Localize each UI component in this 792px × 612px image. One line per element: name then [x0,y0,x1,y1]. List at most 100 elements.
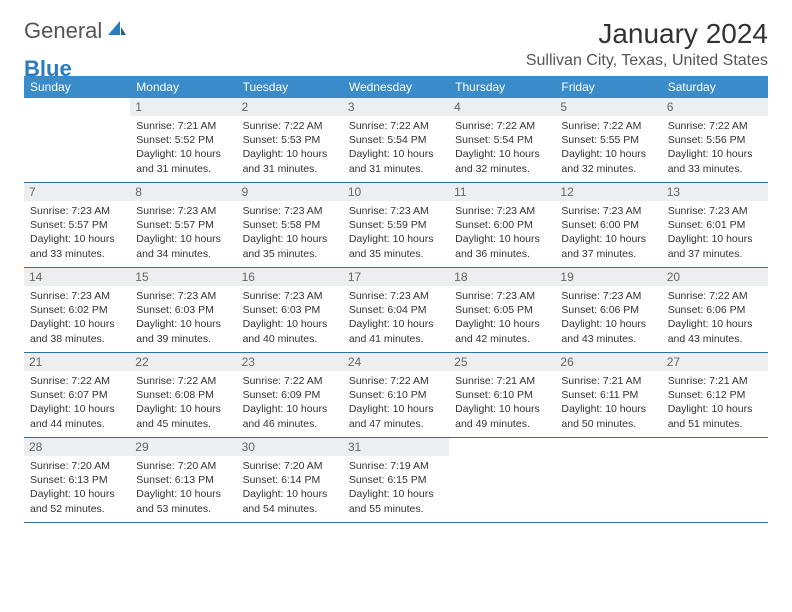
day-details: Sunrise: 7:23 AMSunset: 6:00 PMDaylight:… [455,204,549,261]
sunrise-text: Sunrise: 7:20 AM [243,459,337,473]
daylight-text: Daylight: 10 hours and 40 minutes. [243,317,337,345]
day-cell: 29 Sunrise: 7:20 AMSunset: 6:13 PMDayligh… [130,438,236,522]
daylight-text: Daylight: 10 hours and 39 minutes. [136,317,230,345]
day-details: Sunrise: 7:23 AMSunset: 6:01 PMDaylight:… [668,204,762,261]
day-details: Sunrise: 7:20 AMSunset: 6:13 PMDaylight:… [136,459,230,516]
sunrise-text: Sunrise: 7:20 AM [136,459,230,473]
day-details: Sunrise: 7:23 AMSunset: 6:05 PMDaylight:… [455,289,549,346]
sunset-text: Sunset: 6:04 PM [349,303,443,317]
day-number: 4 [449,98,555,116]
day-cell: 21 Sunrise: 7:22 AMSunset: 6:07 PMDayligh… [24,353,130,437]
daylight-text: Daylight: 10 hours and 35 minutes. [349,232,443,260]
day-cell [449,438,555,522]
sunrise-text: Sunrise: 7:23 AM [349,289,443,303]
week-row: 14Sunrise: 7:23 AMSunset: 6:02 PMDayligh… [24,268,768,353]
sunset-text: Sunset: 5:52 PM [136,133,230,147]
day-details: Sunrise: 7:23 AMSunset: 5:57 PMDaylight:… [30,204,124,261]
sunset-text: Sunset: 6:03 PM [136,303,230,317]
day-cell: 19Sunrise: 7:23 AMSunset: 6:06 PMDayligh… [555,268,661,352]
day-details: Sunrise: 7:21 AMSunset: 6:11 PMDaylight:… [561,374,655,431]
day-number: 25 [449,353,555,371]
sunset-text: Sunset: 5:59 PM [349,218,443,232]
day-number: 28 [24,438,130,456]
week-row: 7Sunrise: 7:23 AMSunset: 5:57 PMDaylight… [24,183,768,268]
day-number: 13 [662,183,768,201]
day-number: 27 [662,353,768,371]
sunset-text: Sunset: 6:09 PM [243,388,337,402]
sunset-text: Sunset: 5:53 PM [243,133,337,147]
day-number: 19 [555,268,661,286]
day-number: 1 [130,98,236,116]
sunset-text: Sunset: 6:06 PM [561,303,655,317]
day-cell: 9 Sunrise: 7:23 AMSunset: 5:58 PMDaylight… [237,183,343,267]
day-number: 29 [130,438,236,456]
sunrise-text: Sunrise: 7:21 AM [136,119,230,133]
day-cell: 28Sunrise: 7:20 AMSunset: 6:13 PMDayligh… [24,438,130,522]
day-number: 22 [130,353,236,371]
logo-sail-icon [107,20,127,43]
day-number: 6 [662,98,768,116]
daylight-text: Daylight: 10 hours and 32 minutes. [561,147,655,175]
sunrise-text: Sunrise: 7:23 AM [30,204,124,218]
day-cell: 13 Sunrise: 7:23 AMSunset: 6:01 PMDayligh… [662,183,768,267]
day-number: 24 [343,353,449,371]
daylight-text: Daylight: 10 hours and 32 minutes. [455,147,549,175]
daylight-text: Daylight: 10 hours and 38 minutes. [30,317,124,345]
day-details: Sunrise: 7:23 AMSunset: 5:58 PMDaylight:… [243,204,337,261]
daylight-text: Daylight: 10 hours and 43 minutes. [561,317,655,345]
sunrise-text: Sunrise: 7:22 AM [561,119,655,133]
daylight-text: Daylight: 10 hours and 41 minutes. [349,317,443,345]
daylight-text: Daylight: 10 hours and 33 minutes. [30,232,124,260]
day-details: Sunrise: 7:22 AMSunset: 5:54 PMDaylight:… [349,119,443,176]
day-cell: 4Sunrise: 7:22 AMSunset: 5:54 PMDaylight… [449,98,555,182]
weekday-header: Saturday [662,76,768,98]
logo-text-general: General [24,18,102,44]
day-details: Sunrise: 7:22 AMSunset: 5:55 PMDaylight:… [561,119,655,176]
logo-text-blue: Blue [24,56,72,82]
day-number: 5 [555,98,661,116]
day-cell: 26Sunrise: 7:21 AMSunset: 6:11 PMDayligh… [555,353,661,437]
day-cell: 30Sunrise: 7:20 AMSunset: 6:14 PMDayligh… [237,438,343,522]
sunrise-text: Sunrise: 7:23 AM [561,204,655,218]
day-details: Sunrise: 7:23 AMSunset: 6:04 PMDaylight:… [349,289,443,346]
daylight-text: Daylight: 10 hours and 35 minutes. [243,232,337,260]
sunset-text: Sunset: 6:11 PM [561,388,655,402]
daylight-text: Daylight: 10 hours and 49 minutes. [455,402,549,430]
sunset-text: Sunset: 6:08 PM [136,388,230,402]
sunset-text: Sunset: 6:00 PM [561,218,655,232]
sunrise-text: Sunrise: 7:23 AM [136,204,230,218]
day-number: 10 [343,183,449,201]
sunset-text: Sunset: 6:15 PM [349,473,443,487]
sunset-text: Sunset: 6:03 PM [243,303,337,317]
sunset-text: Sunset: 6:02 PM [30,303,124,317]
sunrise-text: Sunrise: 7:23 AM [243,289,337,303]
day-cell: 15Sunrise: 7:23 AMSunset: 6:03 PMDayligh… [130,268,236,352]
day-cell [24,98,130,182]
day-number: 9 [237,183,343,201]
day-details: Sunrise: 7:22 AMSunset: 6:07 PMDaylight:… [30,374,124,431]
daylight-text: Daylight: 10 hours and 37 minutes. [561,232,655,260]
sunset-text: Sunset: 6:13 PM [30,473,124,487]
sunrise-text: Sunrise: 7:23 AM [455,289,549,303]
week-row: 21 Sunrise: 7:22 AMSunset: 6:07 PMDayligh… [24,353,768,438]
sunrise-text: Sunrise: 7:22 AM [349,119,443,133]
day-number: 11 [449,183,555,201]
day-cell [662,438,768,522]
daylight-text: Daylight: 10 hours and 34 minutes. [136,232,230,260]
daylight-text: Daylight: 10 hours and 54 minutes. [243,487,337,515]
day-number: 21 [24,353,130,371]
weekday-header: Thursday [449,76,555,98]
daylight-text: Daylight: 10 hours and 47 minutes. [349,402,443,430]
sunset-text: Sunset: 5:54 PM [455,133,549,147]
sunrise-text: Sunrise: 7:20 AM [30,459,124,473]
daylight-text: Daylight: 10 hours and 31 minutes. [349,147,443,175]
day-cell: 5 Sunrise: 7:22 AMSunset: 5:55 PMDaylight… [555,98,661,182]
weekday-header: Monday [130,76,236,98]
day-cell: 20Sunrise: 7:22 AMSunset: 6:06 PMDayligh… [662,268,768,352]
sunrise-text: Sunrise: 7:23 AM [136,289,230,303]
logo: General [24,18,129,44]
day-details: Sunrise: 7:21 AMSunset: 6:10 PMDaylight:… [455,374,549,431]
day-number: 20 [662,268,768,286]
daylight-text: Daylight: 10 hours and 36 minutes. [455,232,549,260]
day-cell [555,438,661,522]
